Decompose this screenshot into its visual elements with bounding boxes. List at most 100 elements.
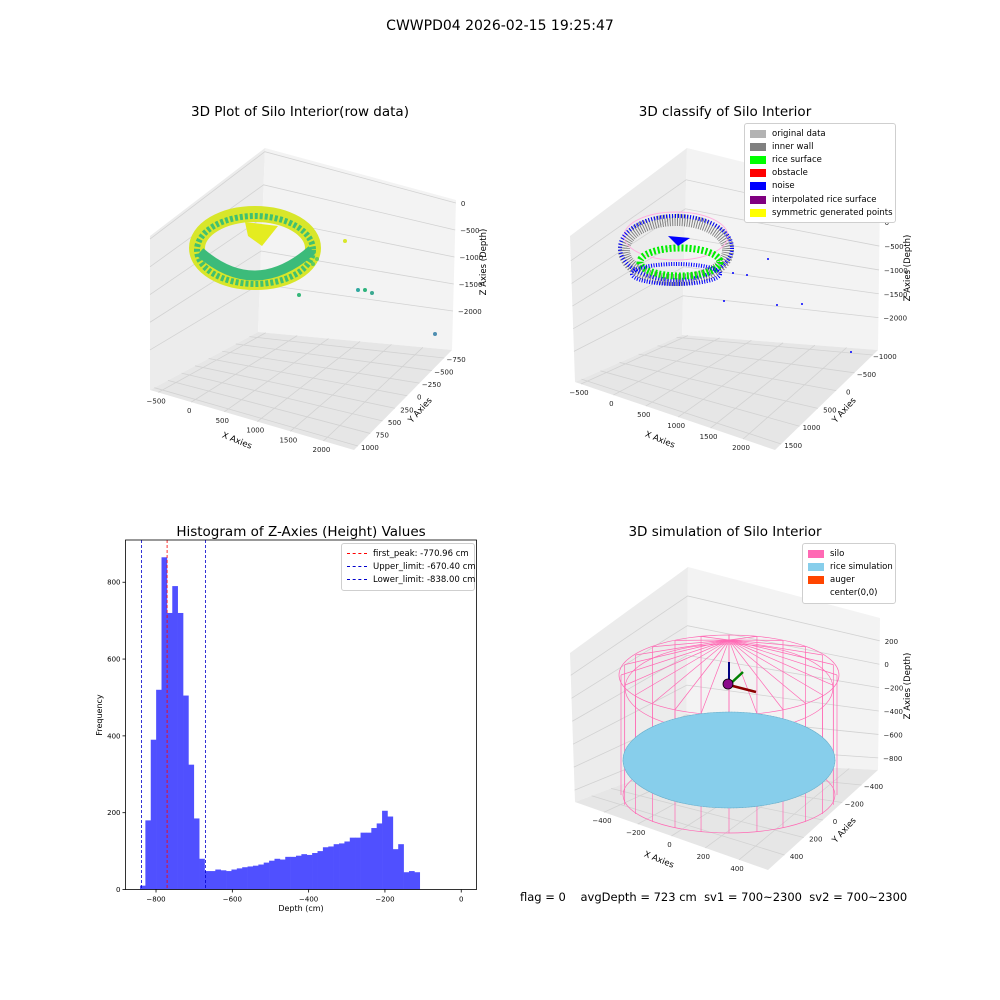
z-tick-label: −200 [884,685,903,693]
histogram-bars [139,557,421,890]
histogram-bar [408,871,415,890]
z-tick-label: −1000 [459,254,483,262]
simulation-silo-wireframe [618,634,840,834]
x-tick-label: 1500 [279,436,297,444]
legend-item-upper-limit: Upper_limit: -670.40 cm [347,560,476,573]
y-tick-label: 1000 [803,424,821,432]
legend-item-interpolated-rice-surface: interpolated rice surface [750,193,890,206]
panel3-title: Histogram of Z-Axies (Height) Values [176,524,426,540]
histogram-bar [371,828,377,890]
legend-swatch [750,182,766,191]
z-tick-label: 0 [461,200,465,208]
y-tick-label: 0 [417,394,421,402]
histogram-bar [382,810,388,890]
histogram-xlabel: Depth (cm) [278,904,323,913]
simulation-rice-surface [622,711,836,809]
histogram-bar [220,870,227,890]
y-tick-label: 0 [846,389,850,397]
histogram-bar [355,837,361,890]
classified-3d-zlabel: Z Axies (Depth) [903,235,913,302]
legend-swatch [750,129,766,138]
histogram-bar [360,832,367,890]
x-tick-label: −500 [147,397,166,405]
y-tick-label: −250 [422,381,441,389]
legend-swatch [808,575,824,584]
figure-title: CWWPD04 2026-02-15 19:25:47 [386,18,614,34]
status-flag: flag = 0 [520,890,566,904]
z-tick-label: −1500 [884,291,908,299]
raw-3d-ylabel: Y Axies [406,395,435,426]
y-tick-label: −200 [845,801,864,809]
histogram-bar [242,867,248,890]
histogram-bar [344,841,351,890]
legend-item-center: center(0,0) [808,587,890,600]
legend-item-obstacle: obstacle [750,167,890,180]
histogram-bar [317,851,324,890]
legend-item-first-peak: first_peak: -770.96 cm [347,547,469,560]
raw-3d-zlabel: Z Axies (Depth) [479,229,489,296]
raw-3d-xlabel: X Axies [220,431,253,452]
histogram-bar [403,872,410,890]
histogram-bar [247,866,254,890]
legend-swatch [750,142,766,151]
x-tick-label: −400 [299,896,318,904]
z-tick-label: −2000 [458,308,482,316]
y-tick-label: 200 [107,809,120,817]
histogram-bar [365,832,372,890]
histogram-bar [339,843,345,890]
y-tick-label: −750 [447,356,466,364]
histogram-bar [312,853,318,890]
x-tick-label: 500 [216,417,229,425]
histogram-bar [328,846,334,890]
legend-swatch [750,208,766,217]
legend-item-original-data: original data [750,127,890,140]
histogram-bar [215,869,221,890]
x-tick-label: 1500 [700,433,718,441]
y-tick-label: −400 [864,783,883,791]
legend-item-inner-wall: inner wall [750,140,890,153]
z-tick-label: −1500 [459,281,483,289]
simulation-auger [722,662,757,694]
x-tick-label: −400 [592,817,611,825]
z-tick-label: −800 [883,755,902,763]
legend-swatch [808,589,824,597]
simulation-3d-axes-box [570,567,880,870]
y-tick-label: 250 [400,406,413,414]
status-sv2: sv2 = 700~2300 [809,890,908,904]
z-tick-label: 200 [885,638,898,646]
simulation-legend: silo rice simulation auger center(0,0) [802,543,896,604]
legend-item-auger: auger [808,573,890,586]
histogram-bar [333,844,340,890]
histogram-bar [226,871,232,890]
z-tick-label: −400 [884,708,903,716]
legend-swatch [750,169,766,178]
x-tick-label: −200 [375,896,394,904]
z-tick-label: 0 [884,661,888,669]
legend-item-rice-surface: rice surface [750,153,890,166]
histogram-bar [183,695,189,890]
y-tick-label: 0 [833,818,837,826]
histogram-frame [125,539,477,890]
raw-3d-plot: −5000500100015002000−750−500−25002505007… [147,148,489,454]
classified-3d-xlabel: X Axies [643,430,676,451]
y-tick-label: 600 [107,656,120,664]
histogram-bar [177,612,184,890]
histogram-bar [392,849,399,890]
legend-item-lower-limit: Lower_limit: -838.00 cm [347,573,475,586]
histogram-bar [252,865,259,890]
histogram-bar [414,872,421,890]
histogram-bar [172,586,178,890]
z-tick-label: −500 [884,243,903,251]
x-tick-label: −500 [569,389,588,397]
histogram-vlines [141,540,206,890]
y-tick-label: 400 [107,732,120,740]
histogram-bar [166,612,173,890]
classified-3d-plot: −500 0 500 1000 1500 2000 −1000 −500 0 500 1000 150… [569,148,913,452]
histogram-bar [279,859,286,890]
y-tick-label: 200 [809,836,822,844]
legend-swatch [808,549,824,558]
histogram-bar [193,818,200,890]
classified-3d-ylabel: Y Axies [830,395,859,426]
z-tick-label: −1000 [884,267,908,275]
histogram-bar [161,557,168,890]
